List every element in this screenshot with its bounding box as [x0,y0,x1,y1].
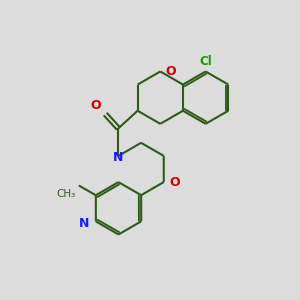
Text: CH₃: CH₃ [56,189,76,199]
Text: O: O [166,65,176,78]
Text: Cl: Cl [199,55,212,68]
Text: O: O [91,99,101,112]
Text: N: N [112,151,123,164]
Text: O: O [169,176,180,188]
Text: N: N [79,217,89,230]
